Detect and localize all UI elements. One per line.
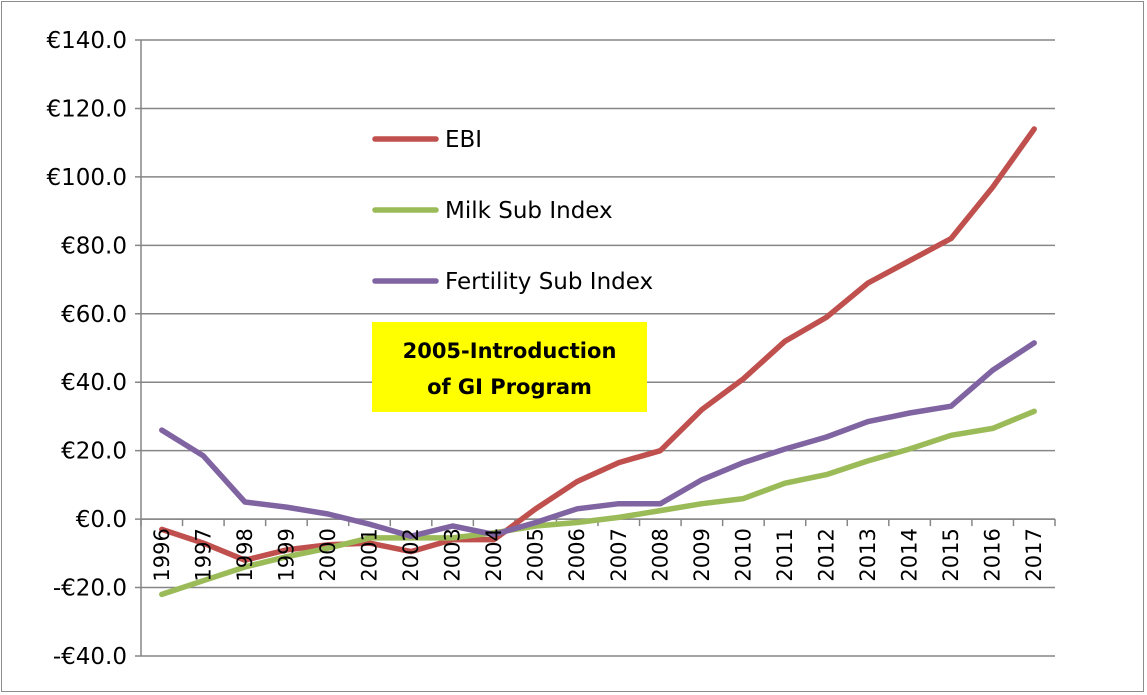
y-tick-label: €100.0 (47, 165, 127, 191)
y-tick-label: €40.0 (61, 370, 127, 396)
x-tick-label: 2003 (441, 528, 465, 581)
legend: EBI Milk Sub Index Fertility Sub Index (372, 127, 653, 295)
legend-label: Milk Sub Index (445, 198, 613, 224)
series-line-fertility-sub-index (159, 340, 1037, 539)
x-tick-label: 2002 (399, 528, 423, 581)
legend-label: Fertility Sub Index (445, 269, 653, 295)
x-tick-label: 2005 (524, 528, 548, 581)
x-tick-label: 1996 (150, 528, 174, 581)
x-tick-label: 2015 (939, 528, 963, 581)
y-tick-label: €120.0 (47, 96, 127, 122)
y-tick-label: -€20.0 (53, 576, 127, 602)
x-tick-label: 2009 (690, 528, 714, 581)
y-tick-label: €20.0 (61, 439, 127, 465)
series-line-ebi (159, 126, 1037, 563)
x-tick-label: 2006 (565, 528, 589, 581)
x-tick-label: 2007 (607, 528, 631, 581)
x-tick-label: 2004 (482, 528, 506, 581)
y-tick-label: -€40.0 (53, 644, 127, 670)
x-tick-label: 2013 (856, 528, 880, 581)
x-axis-tick-marks (140, 519, 1056, 527)
annotation-text: 2005-Introduction (403, 339, 617, 363)
x-axis-tick-labels: 1996 1997 1998 1999 2000 2001 2002 2003 2004 2005… (150, 528, 1046, 581)
y-tick-label: €60.0 (61, 302, 127, 328)
x-tick-label: 2001 (358, 528, 382, 581)
series-line-milk-sub-index (159, 408, 1037, 598)
x-tick-label: 2014 (898, 528, 922, 581)
x-tick-label: 2000 (316, 528, 340, 581)
x-tick-label: 1998 (233, 528, 257, 581)
x-tick-label: 2008 (648, 528, 672, 581)
x-tick-label: 2010 (731, 528, 755, 581)
y-tick-label: €140.0 (47, 28, 127, 54)
annotation-box: 2005-Introduction of GI Program (372, 322, 647, 412)
x-tick-label: 2016 (981, 528, 1005, 581)
x-tick-label: 1997 (191, 528, 215, 581)
legend-label: EBI (445, 127, 482, 153)
series-lines (159, 126, 1037, 598)
annotation-background (372, 322, 647, 412)
x-tick-label: 1999 (274, 528, 298, 581)
x-tick-label: 2011 (773, 528, 797, 581)
annotation-text: of GI Program (427, 375, 592, 399)
x-tick-label: 2017 (1022, 528, 1046, 581)
y-tick-label: €80.0 (61, 233, 127, 259)
y-axis-tick-labels: €140.0 €120.0 €100.0 €80.0 €60.0 €40.0 €20.0 €0… (47, 28, 127, 670)
y-tick-label: €0.0 (76, 507, 127, 533)
x-tick-label: 2012 (815, 528, 839, 581)
